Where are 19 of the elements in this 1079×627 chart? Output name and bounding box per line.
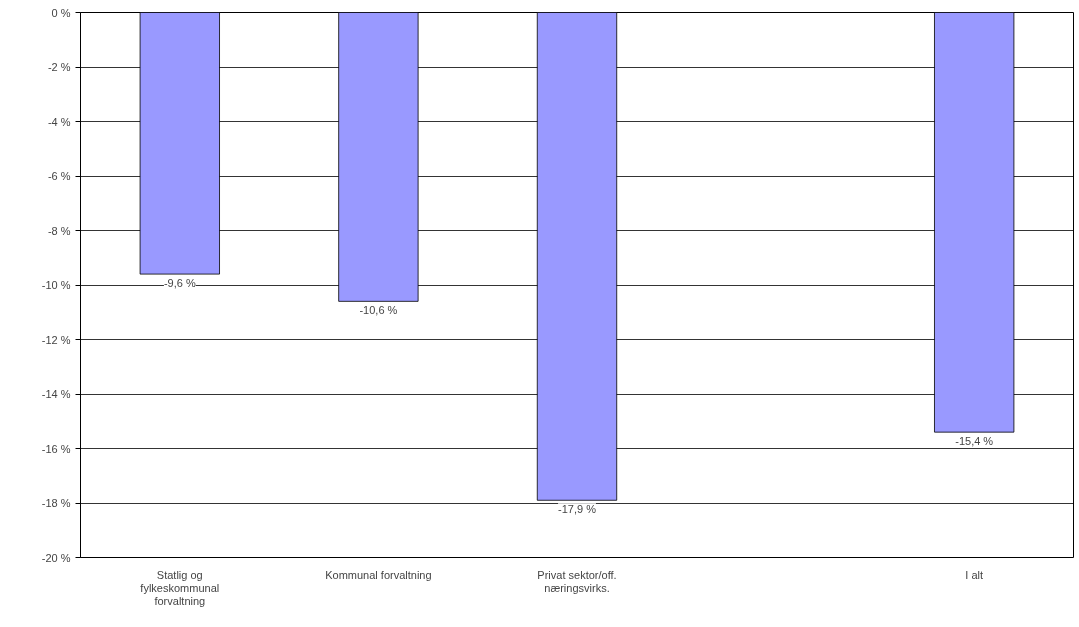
data-label: -15,4 % — [955, 435, 994, 448]
y-tick-label: -20 % — [41, 551, 71, 564]
y-tick-label: 0 % — [51, 6, 71, 19]
y-tick-label: -18 % — [41, 497, 71, 509]
x-tick-label: Kommunal forvaltning — [325, 568, 432, 581]
y-tick-label: -2 % — [47, 61, 71, 73]
data-label: -9,6 % — [163, 277, 196, 290]
data-label: -17,9 % — [558, 503, 597, 516]
x-tick-label: Statlig og fylkeskommunal forvaltning — [140, 568, 220, 607]
y-tick-label: -12 % — [41, 333, 71, 346]
y-tick-label: -14 % — [41, 388, 71, 400]
y-tick-label: -6 % — [47, 170, 71, 182]
y-tick-label: -10 % — [41, 279, 71, 291]
y-tick-label: -4 % — [47, 115, 71, 128]
y-tick-label: -16 % — [41, 442, 71, 455]
x-tick-label: Privat sektor/off. næringsvirks. — [537, 568, 617, 594]
data-label: -10,6 % — [359, 304, 398, 317]
x-tick-label: I alt — [965, 568, 984, 581]
y-tick-label: -8 % — [47, 224, 71, 237]
